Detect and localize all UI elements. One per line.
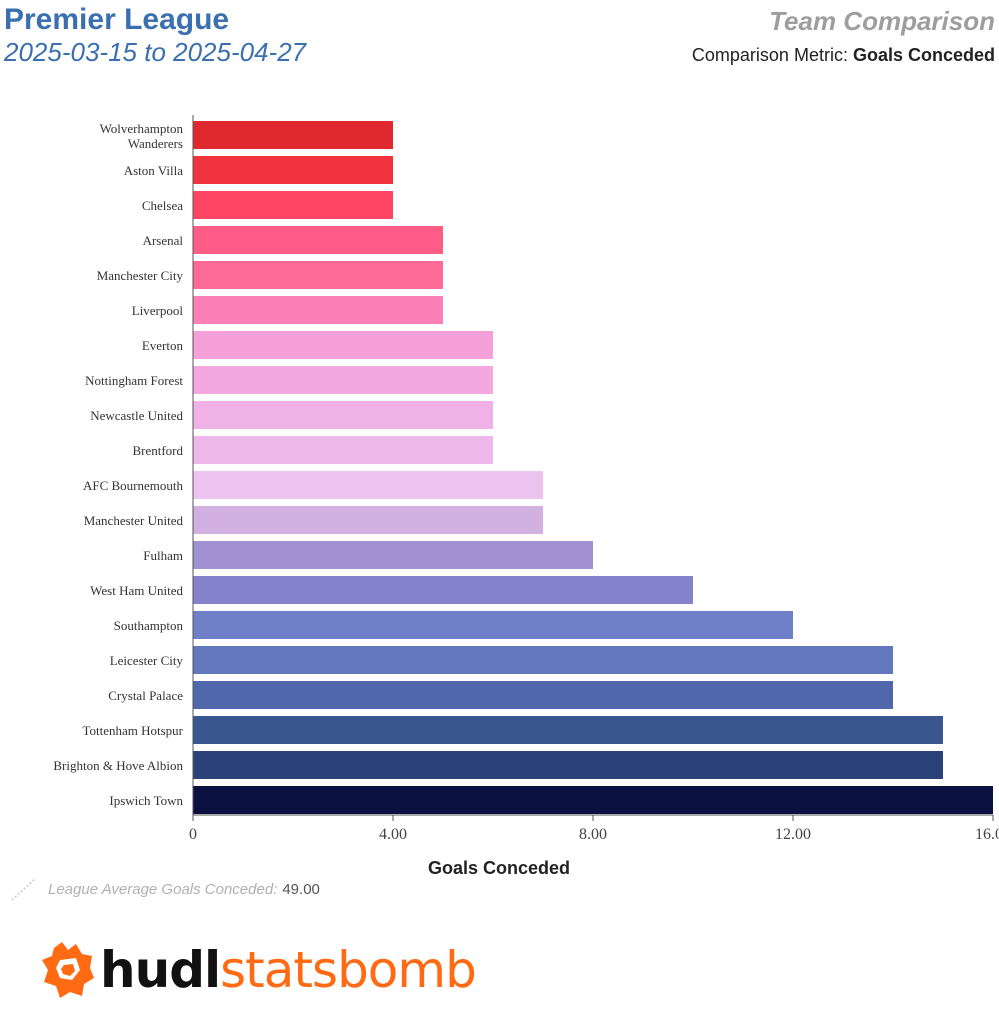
bar-12 bbox=[193, 506, 543, 534]
bar-13 bbox=[193, 541, 593, 569]
category-label-10: Brentford bbox=[132, 443, 183, 458]
logo-statsbomb-text: statsbomb bbox=[220, 941, 477, 999]
bar-18 bbox=[193, 716, 943, 744]
comparison-metric: Comparison Metric: Goals Conceded bbox=[692, 42, 995, 68]
comparison-title: Team Comparison bbox=[769, 6, 995, 36]
bar-20 bbox=[193, 786, 993, 814]
average-label: League Average Goals Conceded: bbox=[48, 880, 278, 898]
bar-9 bbox=[193, 401, 493, 429]
bar-16 bbox=[193, 646, 893, 674]
category-label-13: Fulham bbox=[143, 548, 183, 563]
category-label-19: Brighton & Hove Albion bbox=[53, 758, 183, 773]
bar-3 bbox=[193, 191, 393, 219]
bar-10 bbox=[193, 436, 493, 464]
bar-chart: Wolverhampton Wanderers Aston Villa Chelsea… bbox=[53, 115, 999, 878]
bar-8 bbox=[193, 366, 493, 394]
bar-2 bbox=[193, 156, 393, 184]
x-tick-label-2: 4.00 bbox=[379, 826, 407, 843]
category-label-4: Arsenal bbox=[143, 233, 184, 248]
statsbomb-logo-icon bbox=[42, 942, 94, 998]
category-label-20: Ipswich Town bbox=[109, 793, 183, 808]
bar-17 bbox=[193, 681, 893, 709]
page-title: Premier League bbox=[4, 3, 230, 36]
metric-label: Comparison Metric: bbox=[691, 45, 848, 65]
x-axis-title: Goals Conceded bbox=[428, 858, 570, 878]
dotted-line-icon bbox=[11, 877, 37, 901]
category-label-18: Tottenham Hotspur bbox=[82, 723, 183, 738]
category-label-7: Everton bbox=[142, 338, 184, 353]
x-tick-label-5: 16.00 bbox=[975, 826, 999, 843]
bar-5 bbox=[193, 261, 443, 289]
x-tick-label-3: 8.00 bbox=[579, 826, 607, 843]
bar-6 bbox=[193, 296, 443, 324]
metric-value: Goals Conceded bbox=[852, 45, 995, 65]
bar-11 bbox=[193, 471, 543, 499]
hudl-statsbomb-logo: hudl statsbomb bbox=[40, 940, 477, 1000]
bar-14 bbox=[193, 576, 693, 604]
category-label-2: Aston Villa bbox=[124, 163, 184, 178]
category-label-3: Chelsea bbox=[142, 198, 183, 213]
x-tick-label-4: 12.00 bbox=[775, 826, 811, 843]
category-label-17: Crystal Palace bbox=[108, 688, 183, 703]
bar-15 bbox=[193, 611, 793, 639]
category-label-6: Liverpool bbox=[132, 303, 184, 318]
bar-7 bbox=[193, 331, 493, 359]
x-tick-label-1: 0 bbox=[189, 826, 197, 843]
bar-4 bbox=[193, 226, 443, 254]
average-value: 49.00 bbox=[282, 880, 320, 898]
comparison-header: Team Comparison Comparison Metric: Goals… bbox=[692, 4, 995, 68]
logo-hudl-text: hudl bbox=[100, 941, 221, 999]
date-range: 2025-03-15 to 2025-04-27 bbox=[4, 37, 307, 67]
category-label-12: Manchester United bbox=[84, 513, 184, 528]
category-label-14: West Ham United bbox=[90, 583, 183, 598]
bar-1 bbox=[193, 121, 393, 149]
league-average-note: League Average Goals Conceded: 49.00 bbox=[10, 876, 320, 902]
category-label-9: Newcastle United bbox=[90, 408, 183, 423]
category-label-8: Nottingham Forest bbox=[85, 373, 183, 388]
category-label-1: Wolverhampton Wanderers bbox=[100, 121, 184, 151]
category-label-15: Southampton bbox=[114, 618, 184, 633]
bar-19 bbox=[193, 751, 943, 779]
category-label-5: Manchester City bbox=[97, 268, 184, 283]
category-label-11: AFC Bournemouth bbox=[83, 478, 184, 493]
category-label-16: Leicester City bbox=[110, 653, 184, 668]
